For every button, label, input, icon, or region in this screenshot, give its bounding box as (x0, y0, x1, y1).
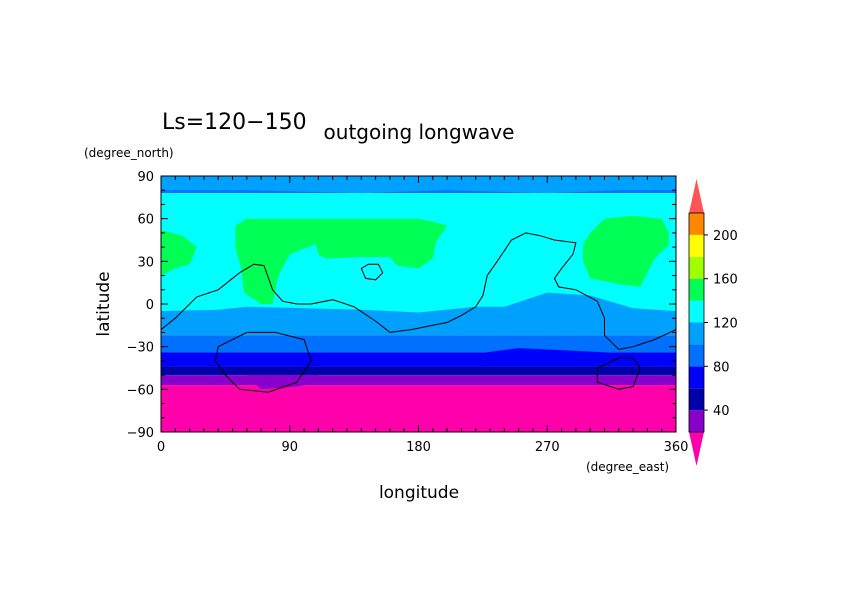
contour-region-5 (161, 348, 676, 361)
colorbar-swatch (689, 388, 704, 411)
colorbar-swatch (689, 256, 704, 279)
x-tick-label: 90 (281, 440, 298, 455)
x-tick-label: 360 (664, 440, 689, 455)
colorbar-label: 80 (713, 360, 730, 375)
contour-band-4 (161, 335, 676, 353)
x-tick-label: 270 (535, 440, 560, 455)
chart-season-label: Ls=120−150 (162, 110, 307, 135)
contour-region-4 (161, 292, 676, 319)
colorbar-swatch (689, 300, 704, 323)
contour-band-8 (161, 385, 676, 432)
coastline-contour (161, 232, 676, 351)
closed-contour-2 (360, 263, 384, 281)
colorbar: 40 80 120 160 200 (688, 179, 738, 466)
contour-region-0 (161, 181, 676, 194)
y-tick-label: 60 (137, 213, 154, 228)
colorbar-label: 120 (713, 317, 738, 332)
colorbar-under-triangle (689, 432, 704, 466)
axis-ticks: 0 90 180 270 360 90 60 30 0 −30 −60 −90 (127, 170, 689, 455)
x-tick-label: 180 (406, 440, 431, 455)
contour-band-3 (161, 315, 676, 336)
colorbar-swatch (689, 344, 704, 367)
chart-title: outgoing longwave (324, 120, 515, 144)
x-axis-units: (degree_east) (586, 460, 669, 474)
plot-area: 0 90 180 270 360 90 60 30 0 −30 −60 −90 (127, 170, 689, 455)
x-axis-label: longitude (379, 483, 459, 503)
colorbar-swatch (689, 410, 704, 432)
contour-fills (161, 176, 676, 432)
colorbar-swatch (689, 234, 704, 257)
y-axis-label: latitude (94, 271, 114, 336)
contour-region-6 (246, 375, 319, 390)
colorbar-swatch (689, 278, 704, 301)
colorbar-swatch (689, 366, 704, 389)
contour-region-3 (583, 215, 669, 287)
y-tick-label: 90 (137, 170, 154, 185)
colorbar-swatch (689, 322, 704, 345)
closed-contour-1 (596, 357, 641, 390)
colorbar-label: 200 (713, 229, 738, 244)
y-tick-label: 30 (137, 255, 154, 270)
colorbar-over-triangle (689, 179, 704, 213)
x-tick-label: 0 (157, 440, 165, 455)
y-axis-units: (degree_north) (84, 146, 174, 160)
colorbar-label: 160 (713, 273, 738, 288)
closed-contour-0 (214, 331, 312, 393)
contour-lines (161, 232, 676, 393)
y-tick-label: −90 (127, 426, 154, 441)
y-tick-label: 0 (146, 298, 154, 313)
y-tick-label: −60 (127, 383, 154, 398)
contour-region-1 (235, 218, 448, 304)
contour-region-2 (161, 230, 197, 276)
contour-band-6 (161, 366, 676, 376)
y-tick-label: −30 (127, 341, 154, 356)
colorbar-swatch (689, 213, 704, 235)
contour-band-7 (161, 375, 676, 386)
colorbar-label: 40 (713, 404, 730, 419)
